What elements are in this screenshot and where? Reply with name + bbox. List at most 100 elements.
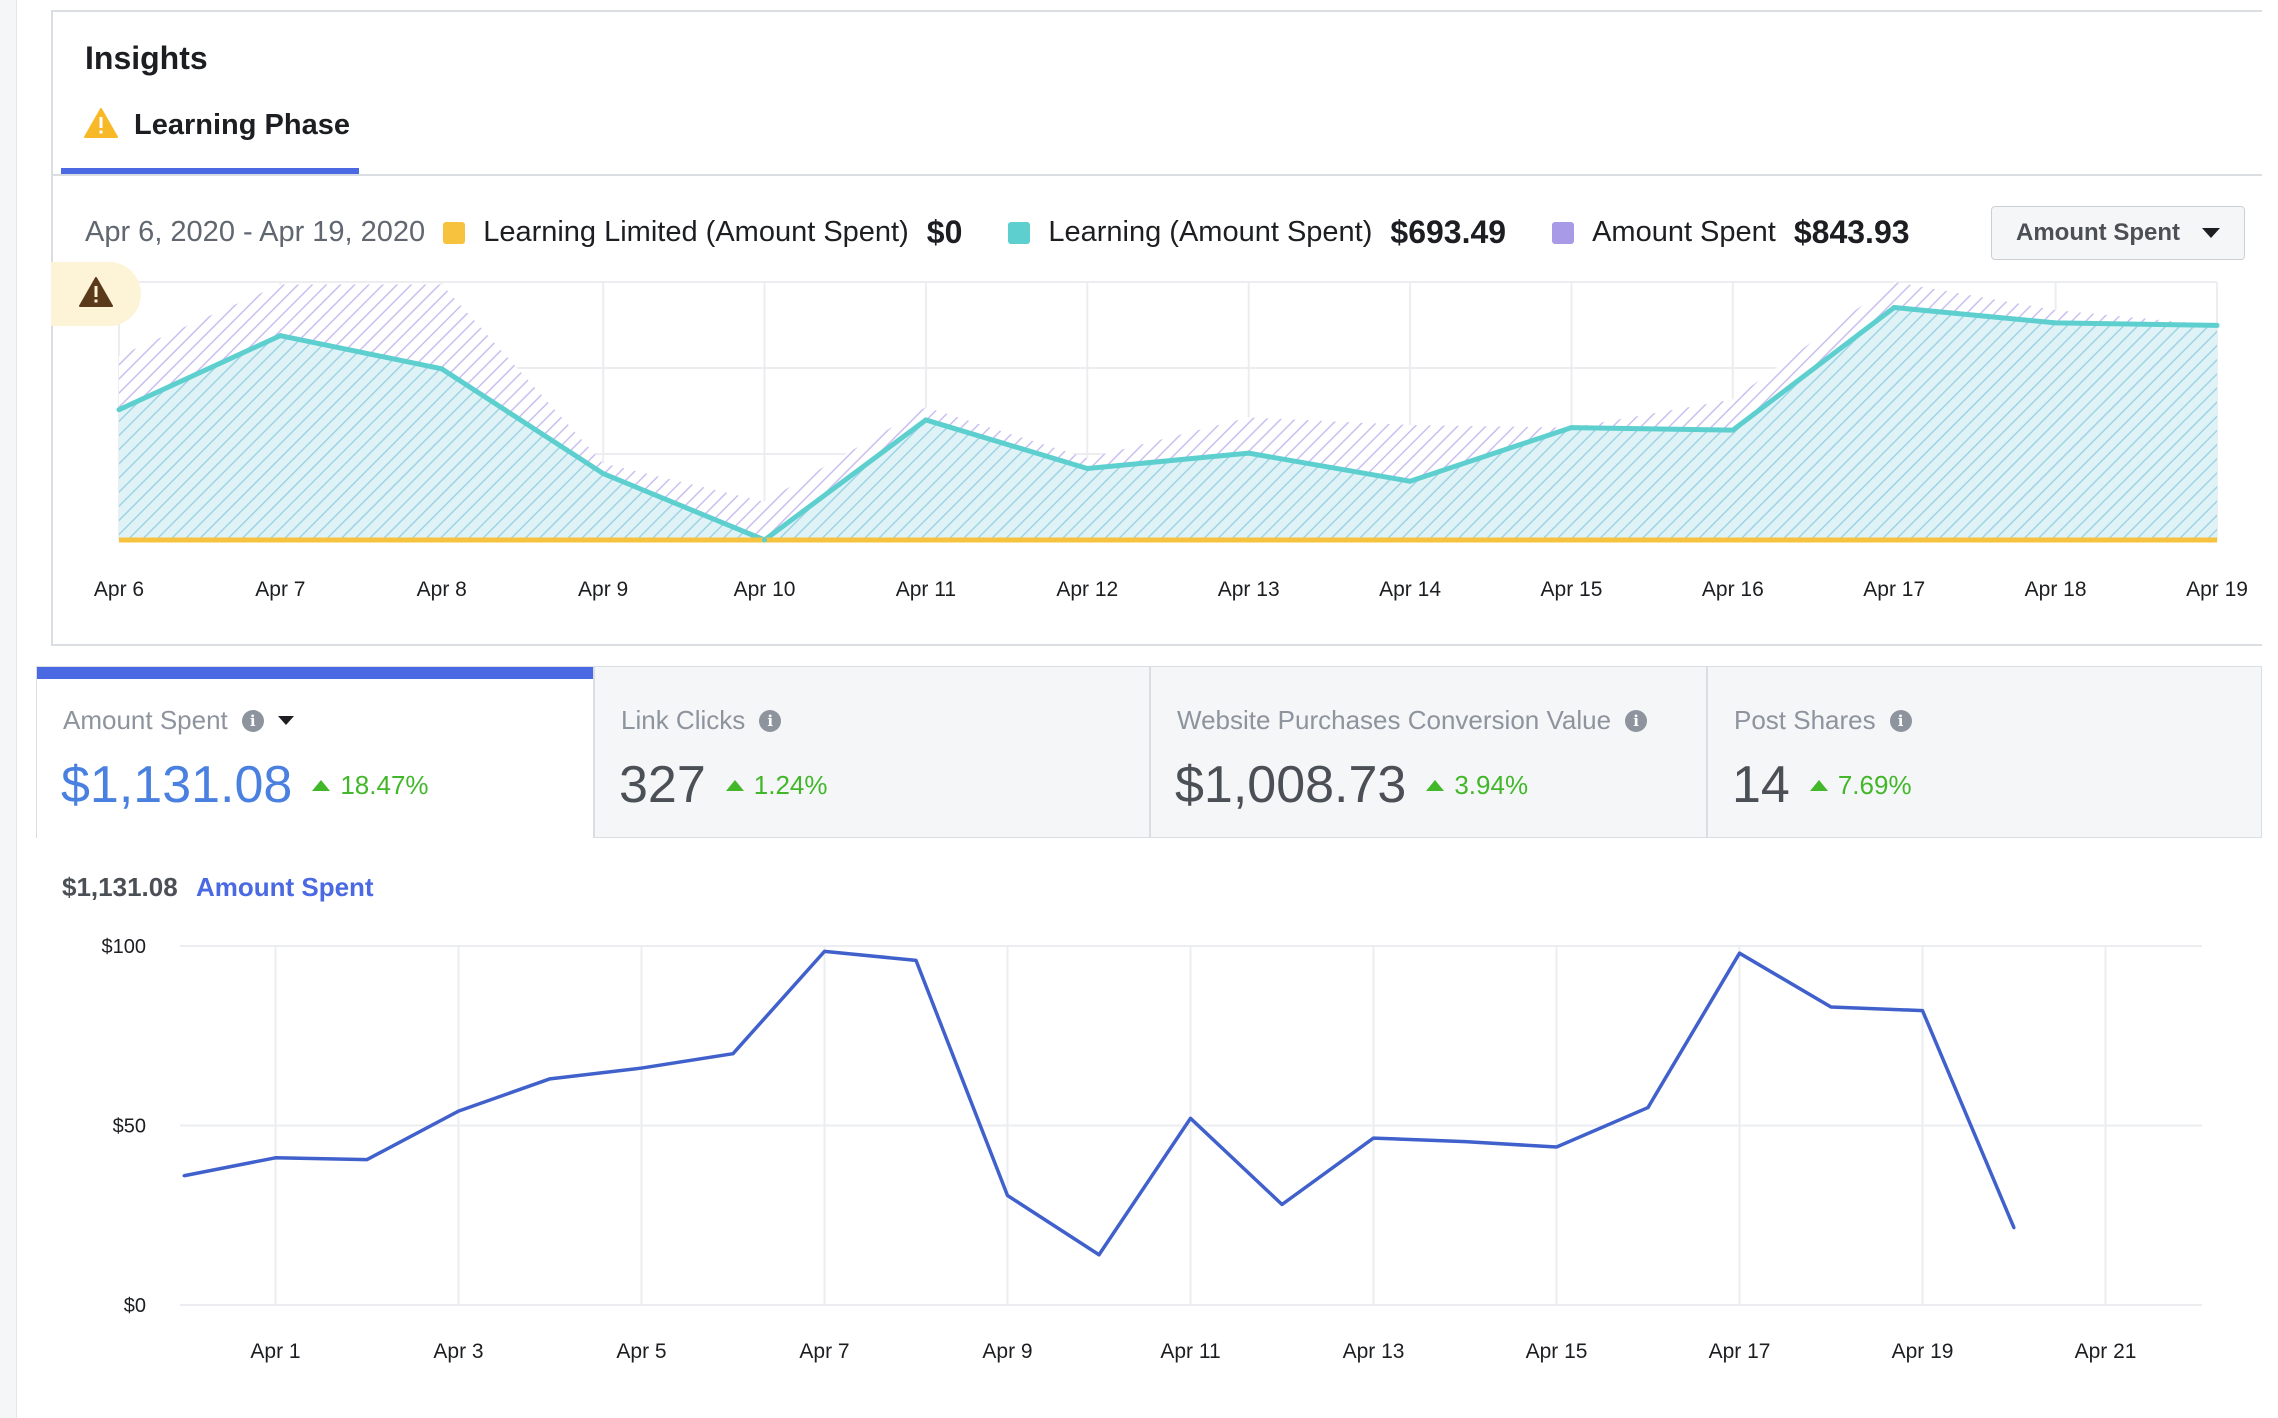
x-tick-label: Apr 15: [1541, 578, 1603, 601]
kpi-label: Amount Spent: [63, 705, 228, 735]
x-tick-label: Apr 17: [1863, 578, 1925, 601]
tab-learning-phase[interactable]: Learning Phase: [84, 108, 350, 143]
y-tick-label: $100: [102, 936, 147, 958]
kpi-tabs: Amount Spent i $1,131.08 18.47% Link Cli…: [36, 666, 2262, 838]
legend-value-learning-limited: $0: [926, 214, 963, 250]
left-edge: [0, 0, 17, 1418]
point-learning: [439, 366, 445, 372]
trend-up-icon: [725, 779, 744, 791]
point-amount-spent: [2012, 1226, 2016, 1230]
kpi-tab-amount-spent[interactable]: Amount Spent i $1,131.08 18.47%: [36, 666, 594, 838]
x-tick-label: Apr 11: [896, 578, 956, 601]
x-tick-label: Apr 3: [433, 1340, 483, 1363]
x-tick-label: Apr 1: [250, 1340, 300, 1363]
kpi-change: 3.94%: [1426, 770, 1528, 801]
info-icon[interactable]: i: [241, 709, 264, 732]
point-learning: [1407, 478, 1413, 484]
learning-warning-badge[interactable]: [51, 262, 141, 326]
x-tick-label: Apr 18: [2025, 578, 2087, 601]
metric-dropdown-label: Amount Spent: [2016, 219, 2180, 246]
kpi-change: 7.69%: [1809, 770, 1912, 801]
kpi-change: 18.47%: [312, 769, 429, 801]
kpi-tab-post-shares[interactable]: Post Shares i 14 7.69%: [1707, 666, 2262, 838]
date-range: Apr 6, 2020 - Apr 19, 2020: [85, 216, 426, 248]
point-amount-spent: [1646, 1106, 1650, 1110]
x-tick-label: Apr 12: [1056, 578, 1118, 601]
spend-total: $1,131.08: [62, 872, 178, 902]
legend-label-learning-limited: Learning Limited (Amount Spent): [483, 216, 909, 248]
insights-title: Insights: [85, 40, 208, 76]
point-learning: [1891, 305, 1897, 311]
point-learning: [2053, 320, 2059, 326]
x-tick-label: Apr 21: [2075, 1340, 2137, 1363]
warning-icon: [84, 108, 118, 143]
x-tick-label: Apr 19: [1892, 1340, 1954, 1363]
point-learning: [116, 407, 122, 413]
point-amount-spent: [914, 958, 918, 962]
point-learning: [762, 537, 768, 543]
warning-icon: [79, 276, 113, 312]
kpi-value: 14: [1732, 756, 1790, 814]
x-tick-label: Apr 17: [1709, 1340, 1771, 1363]
x-tick-label: Apr 9: [578, 578, 628, 601]
info-icon[interactable]: i: [1889, 709, 1912, 732]
x-tick-label: Apr 19: [2186, 578, 2248, 601]
legend-value-learning: $693.49: [1390, 214, 1507, 250]
kpi-tab-link-clicks[interactable]: Link Clicks i 327 1.24%: [594, 666, 1150, 838]
divider: [53, 174, 2269, 176]
chart-legend: Apr 6, 2020 - Apr 19, 2020 Learning Limi…: [85, 214, 1956, 251]
legend-swatch-learning: [1008, 221, 1031, 244]
point-amount-spent: [1280, 1202, 1284, 1206]
amount-spent-chart: $0 $50 $100 Apr 1 Apr 3 Apr 5 Apr 7 Apr 9 Apr 1…: [102, 936, 2202, 1363]
point-amount-spent: [640, 1066, 643, 1070]
point-amount-spent: [1189, 1116, 1192, 1120]
trend-up-icon: [312, 779, 331, 791]
info-icon[interactable]: i: [759, 709, 782, 732]
x-tick-label: Apr 16: [1702, 578, 1764, 601]
legend-label-amount-spent: Amount Spent: [1592, 216, 1776, 248]
kpi-change-value: 3.94%: [1454, 769, 1529, 800]
point-amount-spent: [1738, 951, 1741, 955]
kpi-change-value: 18.47%: [340, 769, 429, 800]
x-tick-label: Apr 6: [94, 578, 144, 601]
spend-metric-name: Amount Spent: [195, 872, 374, 902]
kpi-value: $1,008.73: [1175, 756, 1407, 814]
trend-up-icon: [1426, 779, 1445, 791]
tab-learning-phase-label: Learning Phase: [134, 109, 350, 141]
point-learning: [1730, 427, 1736, 433]
point-amount-spent: [548, 1077, 552, 1081]
point-amount-spent: [182, 1174, 186, 1178]
chevron-down-icon[interactable]: [277, 716, 294, 725]
learning-phase-chart: Apr 6 Apr 7 Apr 8 Apr 9 Apr 10 Apr 11 Apr 12 Ap…: [94, 281, 2248, 601]
point-amount-spent: [731, 1052, 735, 1056]
point-learning: [277, 333, 283, 339]
kpi-label: Link Clicks: [621, 705, 746, 735]
active-tab-indicator: [61, 168, 359, 175]
info-icon[interactable]: i: [1625, 709, 1648, 732]
kpi-tab-website-purchases-conversion-value[interactable]: Website Purchases Conversion Value i $1,…: [1150, 666, 1707, 838]
spend-chart-header: $1,131.08 Amount Spent: [62, 872, 374, 903]
x-tick-label: Apr 14: [1379, 578, 1441, 601]
point-learning: [1246, 450, 1252, 456]
x-tick-label: Apr 5: [616, 1340, 666, 1363]
point-amount-spent: [1097, 1253, 1101, 1257]
kpi-value: 327: [619, 756, 706, 814]
line-learning: [117, 305, 2218, 543]
x-tick-label: Apr 9: [982, 1340, 1032, 1363]
area-learning: [119, 307, 2217, 540]
kpi-value: $1,131.08: [61, 756, 293, 814]
metric-dropdown[interactable]: Amount Spent: [1991, 206, 2245, 260]
trend-up-icon: [1809, 779, 1828, 791]
point-learning: [1568, 425, 1574, 431]
legend-label-learning: Learning (Amount Spent): [1048, 216, 1373, 248]
point-amount-spent: [1372, 1136, 1375, 1140]
kpi-label: Post Shares: [1734, 705, 1876, 735]
kpi-change: 1.24%: [725, 770, 828, 801]
y-tick-label: $0: [124, 1295, 146, 1317]
legend-value-amount-spent: $843.93: [1793, 214, 1910, 250]
point-amount-spent: [1006, 1194, 1009, 1198]
y-tick-label: $50: [113, 1116, 146, 1138]
legend-swatch-amount-spent: [1552, 221, 1575, 244]
legend-swatch-learning-limited: [443, 221, 466, 244]
point-amount-spent: [823, 949, 826, 953]
